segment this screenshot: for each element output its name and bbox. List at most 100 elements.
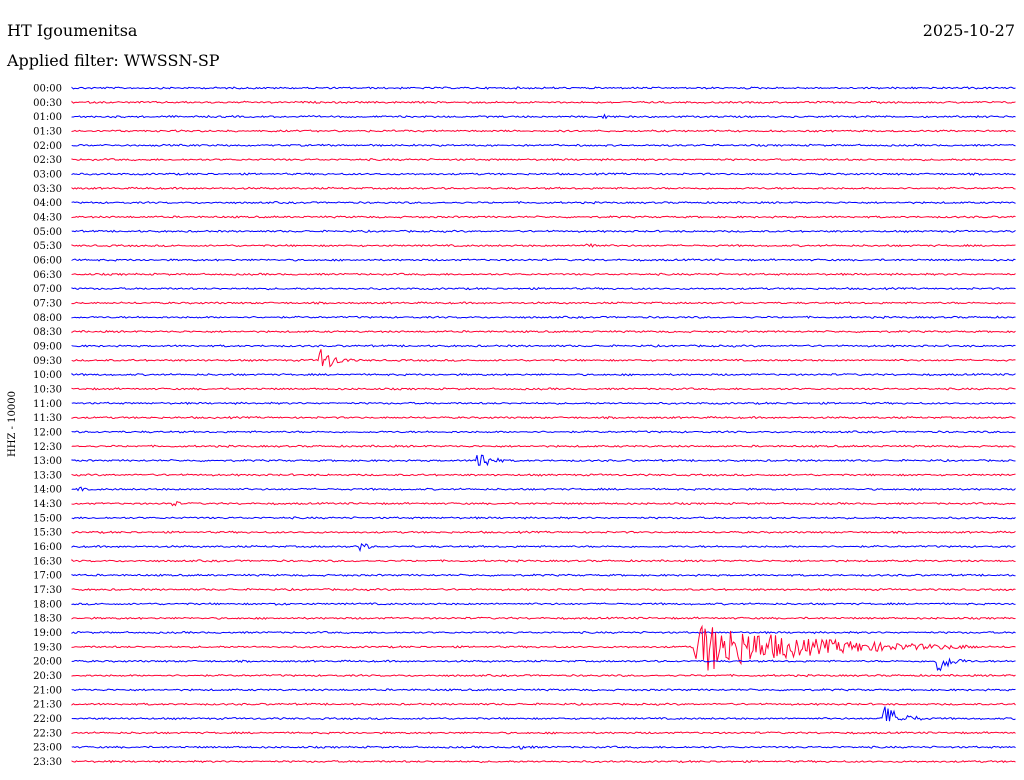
seismic-trace bbox=[71, 745, 1016, 750]
seismic-trace bbox=[71, 630, 1016, 635]
seismic-trace bbox=[71, 229, 1016, 234]
seismic-trace bbox=[71, 349, 1016, 368]
seismic-trace bbox=[71, 329, 1016, 334]
trace-label: 00:00 bbox=[33, 84, 62, 95]
trace-label: 10:30 bbox=[33, 384, 62, 395]
seismic-trace bbox=[71, 759, 1016, 764]
trace-label: 03:30 bbox=[33, 184, 62, 195]
trace-label: 08:00 bbox=[33, 313, 62, 324]
seismic-trace bbox=[71, 242, 1016, 248]
trace-label: 12:30 bbox=[33, 442, 62, 453]
trace-label: 19:30 bbox=[33, 642, 62, 653]
seismic-trace bbox=[71, 86, 1016, 90]
trace-label: 04:30 bbox=[33, 212, 62, 223]
trace-label: 08:30 bbox=[33, 327, 62, 338]
trace-label: 17:30 bbox=[33, 585, 62, 596]
trace-label: 06:30 bbox=[33, 270, 62, 281]
trace-label: 01:00 bbox=[33, 112, 62, 123]
trace-label: 20:00 bbox=[33, 657, 62, 668]
seismic-trace bbox=[71, 444, 1016, 448]
seismic-trace bbox=[71, 558, 1016, 563]
seismic-trace bbox=[71, 172, 1016, 176]
trace-label: 07:00 bbox=[33, 284, 62, 295]
seismic-trace bbox=[71, 616, 1016, 620]
seismic-trace bbox=[71, 415, 1016, 420]
trace-label: 23:30 bbox=[33, 757, 62, 768]
seismic-trace bbox=[71, 500, 1016, 507]
trace-label: 01:30 bbox=[33, 126, 62, 137]
trace-label: 21:30 bbox=[33, 700, 62, 711]
seismic-trace bbox=[71, 100, 1016, 105]
seismic-trace bbox=[71, 157, 1016, 162]
trace-label: 03:00 bbox=[33, 169, 62, 180]
seismic-trace bbox=[71, 530, 1016, 535]
seismic-trace bbox=[71, 286, 1016, 291]
seismic-trace bbox=[71, 143, 1016, 147]
trace-label: 18:00 bbox=[33, 599, 62, 610]
trace-group: 00:00 00:30 01:00 01:30 02:00 02:30 03:00 03:30… bbox=[33, 84, 1016, 768]
trace-label: 04:00 bbox=[33, 198, 62, 209]
chart-title: HT Igoumenitsa bbox=[7, 21, 138, 40]
trace-label: 15:00 bbox=[33, 513, 62, 524]
seismic-trace bbox=[71, 387, 1016, 391]
trace-label: 05:00 bbox=[33, 227, 62, 238]
seismic-trace bbox=[71, 542, 1016, 553]
seismic-trace bbox=[71, 186, 1016, 190]
trace-label: 23:00 bbox=[33, 743, 62, 754]
seismic-trace bbox=[71, 113, 1016, 120]
trace-label: 06:00 bbox=[33, 255, 62, 266]
trace-label: 07:30 bbox=[33, 298, 62, 309]
seismic-trace bbox=[71, 657, 1016, 672]
seismic-trace bbox=[71, 673, 1016, 678]
seismic-trace bbox=[71, 473, 1016, 477]
trace-label: 13:00 bbox=[33, 456, 62, 467]
seismic-trace bbox=[71, 272, 1016, 276]
seismic-trace bbox=[71, 215, 1016, 219]
y-axis-label: HHZ - 10000 bbox=[7, 391, 18, 457]
trace-label: 09:30 bbox=[33, 356, 62, 367]
trace-label: 05:30 bbox=[33, 241, 62, 252]
trace-label: 10:00 bbox=[33, 370, 62, 381]
trace-label: 11:00 bbox=[33, 399, 62, 410]
seismic-trace bbox=[71, 315, 1016, 319]
trace-label: 14:00 bbox=[33, 485, 62, 496]
trace-label: 09:00 bbox=[33, 341, 62, 352]
seismic-trace bbox=[71, 706, 1016, 722]
trace-label: 12:00 bbox=[33, 427, 62, 438]
seismic-trace bbox=[71, 486, 1016, 492]
chart-date: 2025-10-27 bbox=[923, 21, 1015, 40]
trace-label: 22:30 bbox=[33, 728, 62, 739]
seismic-trace bbox=[71, 602, 1016, 606]
seismic-trace bbox=[71, 731, 1016, 735]
seismic-trace bbox=[71, 129, 1016, 133]
trace-label: 17:00 bbox=[33, 571, 62, 582]
seismic-trace bbox=[71, 573, 1016, 577]
trace-label: 16:00 bbox=[33, 542, 62, 553]
seismic-trace bbox=[71, 454, 1016, 467]
seismic-trace bbox=[71, 624, 1016, 671]
seismic-trace bbox=[71, 587, 1016, 592]
trace-label: 20:30 bbox=[33, 671, 62, 682]
seismic-trace bbox=[71, 372, 1016, 377]
trace-label: 02:30 bbox=[33, 155, 62, 166]
seismic-trace bbox=[71, 430, 1016, 434]
trace-label: 22:00 bbox=[33, 714, 62, 725]
seismic-trace bbox=[71, 200, 1016, 205]
seismic-trace bbox=[71, 344, 1016, 348]
seismic-trace bbox=[71, 301, 1016, 305]
seismic-trace bbox=[71, 516, 1016, 520]
seismic-trace bbox=[71, 258, 1016, 262]
trace-label: 14:30 bbox=[33, 499, 62, 510]
seismic-trace bbox=[71, 688, 1016, 692]
trace-label: 19:00 bbox=[33, 628, 62, 639]
trace-label: 13:30 bbox=[33, 470, 62, 481]
seismic-trace bbox=[71, 702, 1016, 706]
trace-label: 21:00 bbox=[33, 685, 62, 696]
seismic-trace bbox=[71, 401, 1016, 405]
trace-label: 02:00 bbox=[33, 141, 62, 152]
chart-subtitle: Applied filter: WWSSN-SP bbox=[6, 51, 220, 70]
trace-label: 15:30 bbox=[33, 528, 62, 539]
trace-label: 18:30 bbox=[33, 614, 62, 625]
trace-label: 16:30 bbox=[33, 556, 62, 567]
